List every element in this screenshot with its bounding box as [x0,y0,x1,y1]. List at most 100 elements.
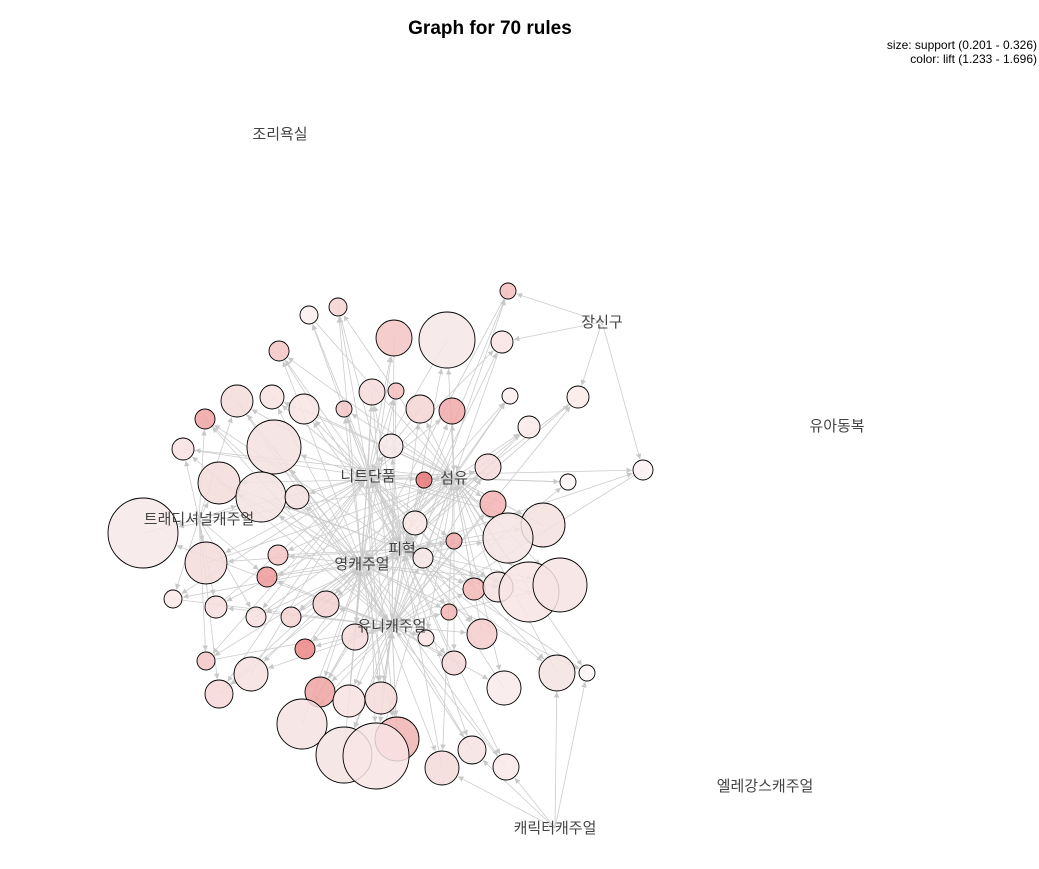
rule-edge [215,480,363,608]
rule-edge [346,417,369,477]
rule-node [276,698,328,750]
rule-edge [367,475,378,723]
rule-edge [342,417,363,565]
rule-edge [365,569,473,751]
rule-edge [262,475,369,609]
rule-edge [271,396,363,472]
rule-node [288,393,320,425]
rule-node [418,311,476,369]
rule-node [259,384,285,410]
rule-edge [601,321,642,460]
rule-edge [401,548,414,555]
rule-node [492,753,520,781]
rule-edge [172,598,386,628]
rule-node [328,297,348,317]
rule-node [466,618,498,650]
rule-node [342,722,410,790]
item-label: 조리욕실 [252,125,307,143]
item-label: 트래디셔널캐주얼 [144,510,254,528]
rule-node [280,606,302,628]
rule-node [220,384,254,418]
rule-edge [457,776,556,829]
rule-edge [367,356,393,477]
rule-node [284,484,310,510]
rule-node [245,606,267,628]
rule-edge [401,548,468,736]
rule-node [358,378,386,406]
rule-node [632,459,654,481]
rule-edge [353,548,403,686]
rule-node [204,679,234,709]
rule-node [457,735,487,765]
rule-edge [361,563,381,682]
rule-node [246,419,302,475]
rule-edge [267,625,393,670]
rule-edge [212,426,393,627]
rule-edge [312,548,403,642]
rule-edge [324,563,363,677]
item-label: 엘레강스캐주얼 [717,777,814,795]
rule-node [474,453,502,481]
rule-node [204,595,228,619]
rule-node [378,433,404,459]
rule-edge [336,316,363,565]
rule-edge [453,470,475,479]
rule-node [517,415,541,439]
rule-edge [391,625,489,680]
rule-node [299,305,319,325]
rule-edge [516,292,603,323]
item-label: 유니캐주얼 [357,617,426,635]
rule-edge [401,534,410,550]
rule-edge [361,402,505,565]
rule-edge [205,479,448,564]
rule-node [233,656,269,692]
rule-edge [371,481,505,689]
rule-edge [339,607,393,627]
rule-node [479,490,507,518]
rule-edge [263,477,455,662]
rule-edge [290,469,363,565]
rule-node [538,654,576,692]
rule-edge [426,422,455,479]
rule-edge [391,299,506,627]
rule-node [294,638,316,660]
rule-node [267,544,289,566]
rule-edge [398,611,450,626]
rule-edge [227,548,403,564]
rule-edge [212,475,369,654]
rule-edge [367,475,383,682]
rule-node [387,382,405,400]
rule-edge [367,467,633,477]
rule-edge [580,321,603,386]
rule-edge [277,548,403,577]
rule-node [364,681,398,715]
rule-node [312,590,340,618]
rule-node [402,510,428,536]
rule-edge [198,502,209,520]
rule-edge [285,359,369,477]
rule-edge [367,475,501,755]
rule-node [532,557,588,613]
legend-color: color: lift (1.233 - 1.696) [910,52,1037,66]
rule-edge [456,484,499,588]
rule-node [163,589,183,609]
rule-edge [361,563,436,752]
rule-node [441,650,467,676]
rule-edge [178,477,455,529]
rule-edge [250,481,365,675]
rule-edge [407,552,588,674]
rule-edge [554,681,587,829]
rule-edge [367,456,384,477]
rule-edge [396,631,507,768]
rule-node [405,394,435,424]
legend: size: support (0.201 - 0.326) color: lif… [887,38,1037,66]
rule-node [578,664,596,682]
rule-edge [367,475,445,605]
rule-edge [401,540,446,550]
rule-edge [184,460,200,520]
rule-node [256,566,278,588]
rule-edge [404,555,455,664]
rule-edge [255,481,449,618]
